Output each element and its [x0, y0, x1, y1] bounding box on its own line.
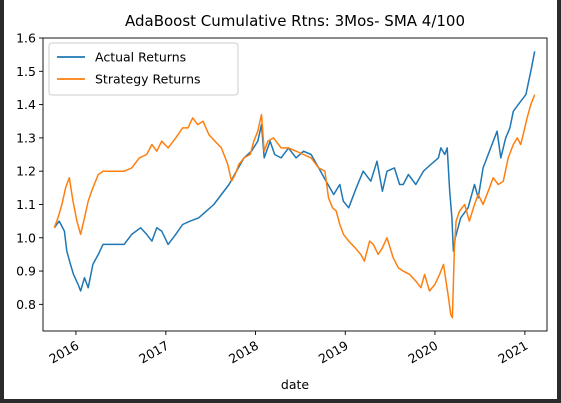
- x-tick-label: 2021: [495, 338, 530, 367]
- legend-label: Actual Returns: [95, 50, 186, 65]
- y-axis: 0.8 0.9 1.0 1.1 1.2 1.3 1.4 1.5 1.6: [16, 31, 43, 312]
- y-tick-label: 1.1: [16, 197, 36, 212]
- x-axis-label: date: [281, 377, 309, 392]
- plot-frame: [42, 37, 548, 332]
- chart-figure: AdaBoost Cumulative Rtns: 3Mos- SMA 4/10…: [4, 0, 557, 399]
- y-tick-label: 1.6: [16, 31, 36, 46]
- y-tick-label: 1.4: [16, 97, 36, 112]
- series-layer: [53, 51, 536, 319]
- x-tick-label: 2019: [316, 338, 351, 367]
- chart-title: AdaBoost Cumulative Rtns: 3Mos- SMA 4/10…: [125, 12, 465, 30]
- x-axis: 2016 2017 2018 2019 2020 2021: [46, 331, 530, 367]
- series-line-2: [53, 94, 536, 319]
- y-tick-label: 1.5: [16, 64, 36, 79]
- legend-label: Strategy Returns: [95, 72, 201, 87]
- y-tick-label: 1.3: [16, 130, 36, 145]
- x-tick-label: 2020: [405, 338, 440, 367]
- x-tick-label: 2018: [226, 338, 261, 367]
- y-tick-label: 1.0: [16, 230, 36, 245]
- y-tick-label: 0.8: [16, 297, 36, 312]
- line-chart: AdaBoost Cumulative Rtns: 3Mos- SMA 4/10…: [16, 12, 548, 392]
- y-tick-label: 1.2: [16, 164, 36, 179]
- legend-box: [48, 42, 239, 96]
- y-tick-label: 0.9: [16, 264, 36, 279]
- series-line-1: [53, 51, 536, 292]
- legend: Actual Returns Strategy Returns: [48, 42, 239, 96]
- x-tick-label: 2017: [136, 338, 171, 367]
- x-tick-label: 2016: [46, 338, 81, 367]
